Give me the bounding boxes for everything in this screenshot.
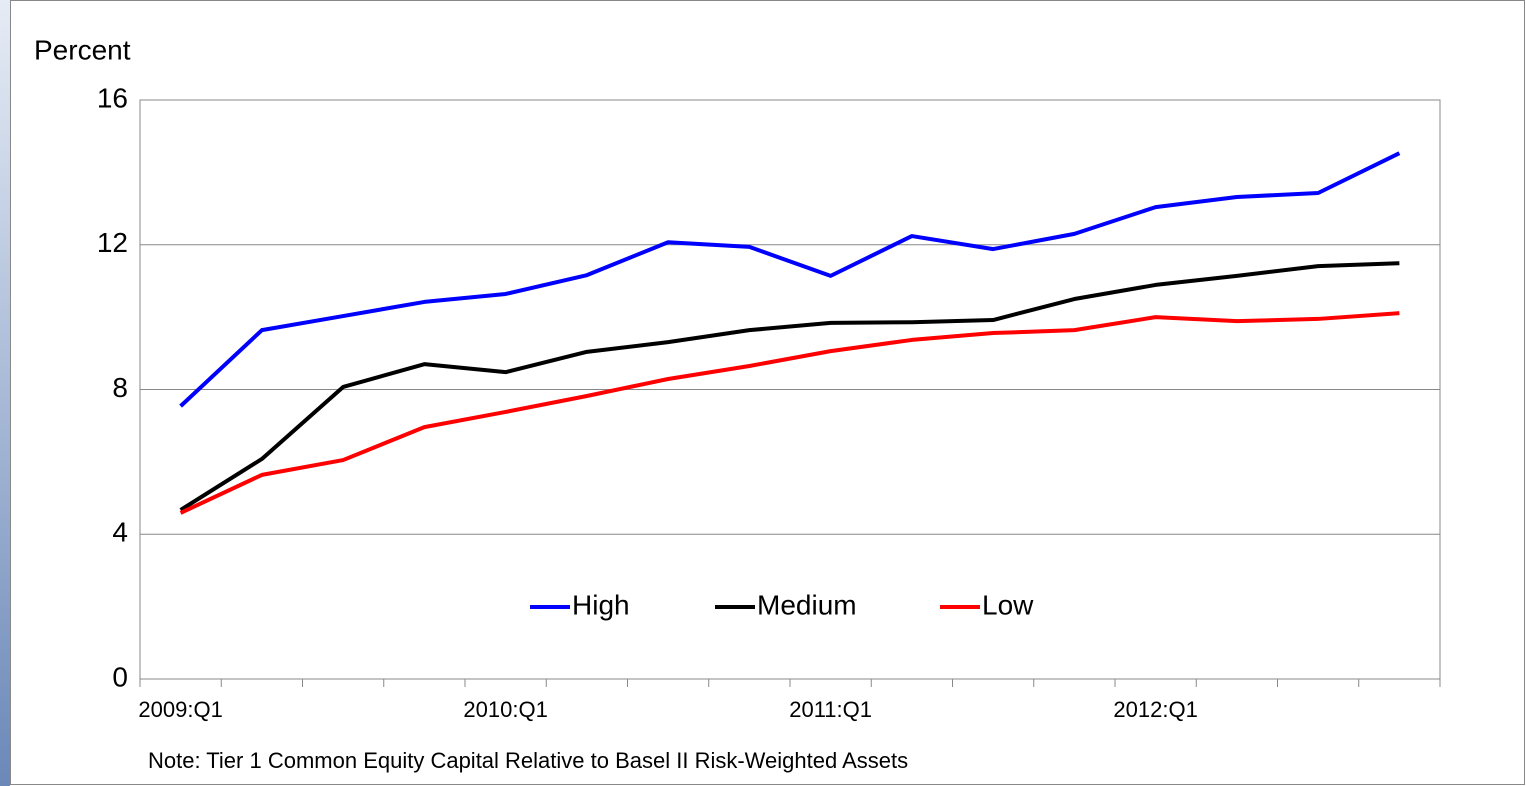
- note: Note: Tier 1 Common Equity Capital Relat…: [148, 748, 908, 773]
- x-tick-label: 2009:Q1: [138, 697, 222, 722]
- series-line: [179, 151, 1401, 408]
- series-line: [179, 261, 1400, 512]
- y-tick-label: 4: [112, 517, 128, 548]
- chart-frame: [10, 0, 1525, 785]
- legend-label: Medium: [757, 589, 857, 620]
- legend-label: High: [572, 589, 630, 620]
- y-tick-label: 12: [97, 227, 128, 258]
- x-tick-label: 2010:Q1: [463, 697, 547, 722]
- side-strip: [0, 0, 10, 786]
- x-tick-label: 2012:Q1: [1113, 697, 1197, 722]
- y-tick-label: 8: [112, 372, 128, 403]
- y-tick-label: 16: [97, 82, 128, 113]
- y-axis-label: Percent: [34, 34, 131, 65]
- legend-label: Low: [982, 589, 1034, 620]
- series-line: [179, 311, 1400, 515]
- y-tick-label: 0: [112, 661, 128, 692]
- x-tick-label: 2011:Q1: [789, 697, 872, 722]
